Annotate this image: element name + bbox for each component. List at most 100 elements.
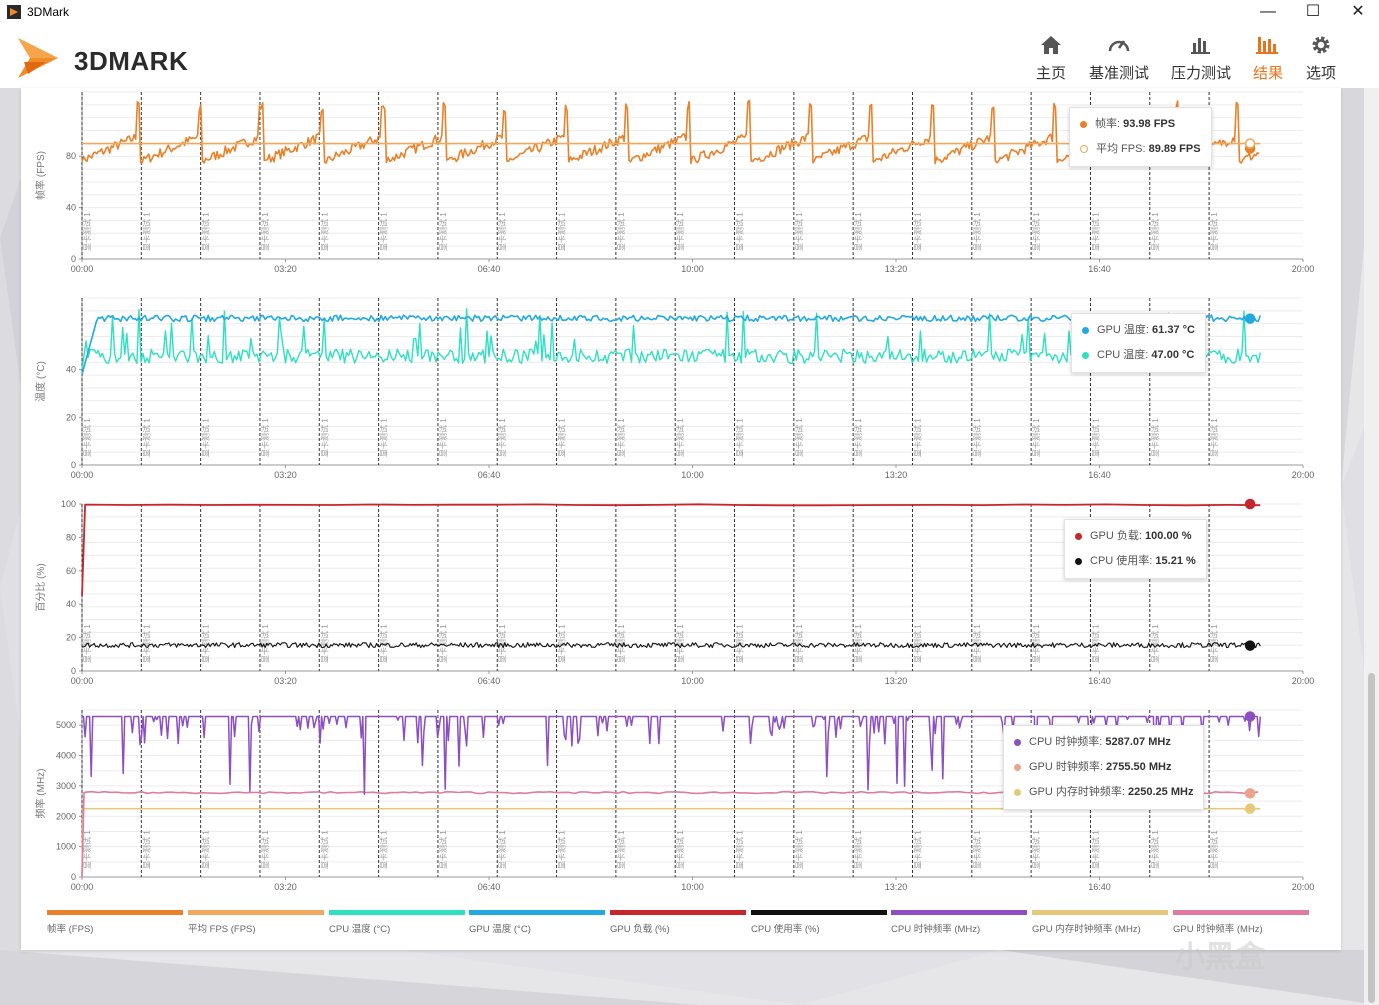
test-marker-label: 显卡测试 1 [497,830,507,869]
test-marker-label: 显卡测试 1 [260,212,270,251]
cpu-temp-value: 47.00 °C [1151,349,1195,361]
gpu-mem-clock-value: 2250.25 MHz [1128,786,1194,798]
test-marker-label: 显卡测试 1 [616,418,626,457]
test-marker-label: 显卡测试 1 [319,624,329,663]
nav-options[interactable]: 选项 [1287,32,1355,83]
y-tick-label: 0 [71,460,76,470]
test-marker-label: 显卡测试 1 [141,212,151,251]
nav-benchmarks[interactable]: 基准测试 [1085,32,1153,83]
y-tick-label: 60 [66,566,76,576]
legend-item-fps[interactable]: 帧率 (FPS) [47,910,183,935]
window-title-bar: 3DMark — ☐ ✕ [0,0,1379,26]
x-tick-label: 16:40 [1088,470,1111,480]
test-marker-label: 显卡测试 1 [794,418,804,457]
y-tick-label: 80 [66,532,76,542]
x-tick-label: 10:00 [681,882,704,892]
avg-fps-dot-icon [1080,145,1088,154]
gpu-mem-clock-series-line [81,807,1261,878]
test-marker-label: 显卡测试 1 [1031,212,1041,251]
cpu-clock-end-dot [1244,711,1256,722]
x-tick-label: 03:20 [274,882,297,892]
cpu-temp-dot-icon [1082,351,1089,359]
vertical-scrollbar[interactable] [1364,88,1379,1005]
test-marker-label: 显卡测试 1 [616,624,626,663]
gpu-load-end-dot [1244,498,1256,510]
test-marker-label: 显卡测试 1 [141,624,151,663]
window-title: 3DMark [27,5,70,19]
test-marker-label: 显卡测试 1 [1031,830,1041,869]
test-marker-label: 显卡测试 1 [438,624,448,663]
maximize-button[interactable]: ☐ [1305,3,1321,20]
tooltip-temperature: GPU 温度: 61.37 °C CPU 温度: 47.00 °C [1071,313,1206,373]
test-marker-label: 显卡测试 1 [972,830,982,869]
x-tick-label: 03:20 [274,264,297,274]
gpu-temp-value: 61.37 °C [1152,324,1195,336]
y-tick-label: 80 [66,151,76,161]
test-marker-label: 显卡测试 1 [853,624,863,663]
test-marker-label: 显卡测试 1 [1031,418,1041,457]
gpu-clock-end-dot [1244,788,1256,799]
test-marker-label: 显卡测试 1 [497,418,507,457]
legend-item-gpu-clock[interactable]: GPU 时钟频率 (MHz) [1173,910,1309,935]
test-marker-label: 显卡测试 1 [319,212,329,251]
scroll-thumb[interactable] [1368,673,1375,1003]
legend-item-cpu-usage[interactable]: CPU 使用率 (%) [751,910,887,935]
minimize-button[interactable]: — [1260,3,1276,20]
y-tick-label: 5000 [56,720,76,730]
tooltip-frequency: CPU 时钟频率: 5287.07 MHz GPU 时钟频率: 2755.50 … [1003,725,1205,810]
test-marker-label: 显卡测试 1 [1209,418,1219,457]
nav-results[interactable]: 结果 [1234,32,1302,83]
y-tick-label: 40 [66,203,76,213]
monitoring-charts: 0 40 80 帧率 (FPS) 00:00 03:20 06:40 10:00 13:20 16… [34,91,1315,892]
gpu-load-series-line [81,503,1261,596]
test-marker-label: 显卡测试 1 [972,418,982,457]
close-button[interactable]: ✕ [1351,3,1365,20]
y-tick-label: 1000 [56,842,76,852]
results-chart-icon [1256,37,1278,54]
legend-item-gpu-temp[interactable]: GPU 温度 (°C) [469,910,605,935]
gpu-clock-value: 2755.50 MHz [1106,761,1172,773]
y-tick-label: 4000 [56,751,76,761]
test-marker-label: 显卡测试 1 [438,830,448,869]
x-tick-label: 13:20 [885,264,908,274]
legend-item-gpu-load[interactable]: GPU 负载 (%) [610,910,746,935]
y-axis-label: 频率 (MHz) [34,769,47,819]
legend-item-avg-fps[interactable]: 平均 FPS (FPS) [188,910,324,935]
test-marker-label: 显卡测试 1 [379,624,389,663]
x-tick-label: 16:40 [1088,264,1111,274]
test-marker-label: 显卡测试 1 [1150,624,1160,663]
avg-fps-value: 89.89 FPS [1148,143,1201,155]
x-tick-label: 13:20 [885,470,908,480]
y-axis-label: 温度 (°C) [34,361,47,402]
test-marker-label: 显卡测试 1 [1090,830,1100,869]
nav-home[interactable]: 主页 [1017,32,1085,83]
cpu-usage-series-line [81,642,1261,649]
legend-item-cpu-clock[interactable]: CPU 时钟频率 (MHz) [891,910,1027,935]
x-tick-label: 03:20 [274,470,297,480]
test-marker-label: 显卡测试 1 [141,418,151,457]
legend-item-gpu-mem-clock[interactable]: GPU 内存时钟频率 (MHz) [1032,910,1168,935]
x-tick-label: 06:40 [478,470,501,480]
test-marker-label: 显卡测试 1 [616,212,626,251]
test-marker-label: 显卡测试 1 [260,830,270,869]
x-tick-label: 00:00 [71,676,94,686]
legend-item-cpu-temp[interactable]: CPU 温度 (°C) [329,910,465,935]
3dmark-logo[interactable]: 3DMARK [16,32,216,82]
x-tick-label: 20:00 [1292,676,1315,686]
logo-arrow-icon [18,38,58,78]
test-marker-label: 显卡测试 1 [675,830,685,869]
gpu-temp-end-dot [1244,313,1256,324]
cpu-usage-value: 15.21 % [1155,555,1196,567]
test-marker-label: 显卡测试 1 [497,624,507,663]
gauge-icon [1108,40,1130,52]
test-marker-label: 显卡测试 1 [438,212,448,251]
test-marker-label: 显卡测试 1 [794,624,804,663]
test-marker-label: 显卡测试 1 [853,830,863,869]
y-tick-label: 40 [66,599,76,609]
x-tick-label: 20:00 [1292,470,1315,480]
nav-stress-tests[interactable]: 压力测试 [1167,32,1235,83]
x-tick-label: 10:00 [681,676,704,686]
y-tick-label: 0 [71,666,76,676]
y-tick-label: 20 [66,633,76,643]
test-marker-label: 显卡测试 1 [912,212,922,251]
